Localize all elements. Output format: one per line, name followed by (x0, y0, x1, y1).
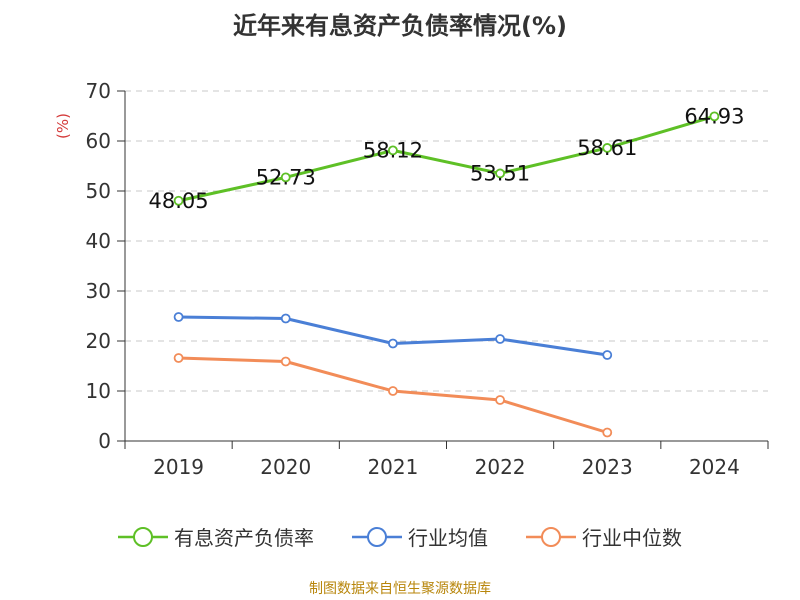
y-tick-label: 20 (86, 329, 111, 353)
x-tick-label: 2019 (153, 455, 204, 479)
legend-label: 有息资产负债率 (174, 526, 314, 550)
x-tick-label: 2024 (689, 455, 740, 479)
legend-label: 行业均值 (408, 526, 488, 550)
y-tick-label: 30 (86, 279, 111, 303)
x-tick-label: 2023 (582, 455, 633, 479)
x-tick-label: 2021 (367, 455, 418, 479)
data-point (495, 334, 505, 344)
data-point (280, 172, 291, 183)
legend-item[interactable]: 行业均值 (352, 522, 488, 551)
data-point (388, 338, 398, 349)
y-axis-label: (%) (54, 113, 72, 139)
legend-item[interactable]: 行业中位数 (526, 522, 682, 551)
y-tick-label: 10 (86, 379, 111, 403)
x-tick-label: 2022 (475, 455, 526, 479)
y-tick-label: 0 (98, 429, 111, 453)
data-point (173, 312, 184, 322)
data-point (280, 356, 291, 367)
data-point (388, 145, 398, 156)
source-note: 制图数据来自恒生聚源数据库 (309, 581, 491, 597)
x-tick-label: 2020 (260, 455, 311, 479)
data-labels: 48.05 52.73 58.12 53.51 58.61 64.93 (149, 104, 745, 212)
y-tick-label: 50 (86, 179, 111, 203)
data-label: 64.93 (684, 104, 744, 128)
data-point (173, 195, 184, 206)
chart-title: 近年来有息资产负债率情况(%) (233, 12, 567, 40)
legend-marker-icon (526, 526, 576, 547)
y-tick-label: 40 (86, 229, 111, 253)
data-point (173, 353, 184, 363)
data-label: 58.61 (577, 136, 637, 160)
legend-item[interactable]: 有息资产负债率 (118, 522, 314, 551)
data-point (602, 143, 613, 153)
data-point (602, 350, 613, 360)
legend-marker-icon (118, 526, 168, 547)
legend: 有息资产负债率 行业均值 行业中位数 (0, 522, 800, 551)
series-line (178, 315, 608, 357)
axes: 0 10 20 30 40 50 60 70 2019 2020 2021 2022 2023 2024 (… (54, 79, 769, 479)
data-label: 53.51 (470, 161, 530, 185)
data-point (495, 395, 505, 405)
legend-marker-icon (352, 526, 402, 547)
y-tick-label: 70 (86, 79, 111, 103)
data-point (280, 313, 291, 324)
data-point (388, 386, 398, 396)
legend-label: 行业中位数 (582, 526, 682, 550)
data-label: 48.05 (149, 189, 209, 213)
series-line (178, 114, 715, 203)
data-label: 52.73 (256, 165, 316, 189)
gridlines (125, 90, 768, 392)
data-point (602, 427, 613, 438)
data-label: 58.12 (363, 138, 423, 162)
series-lines (173, 111, 720, 438)
data-point (709, 111, 720, 122)
y-tick-label: 60 (86, 129, 111, 153)
data-point (495, 168, 505, 179)
